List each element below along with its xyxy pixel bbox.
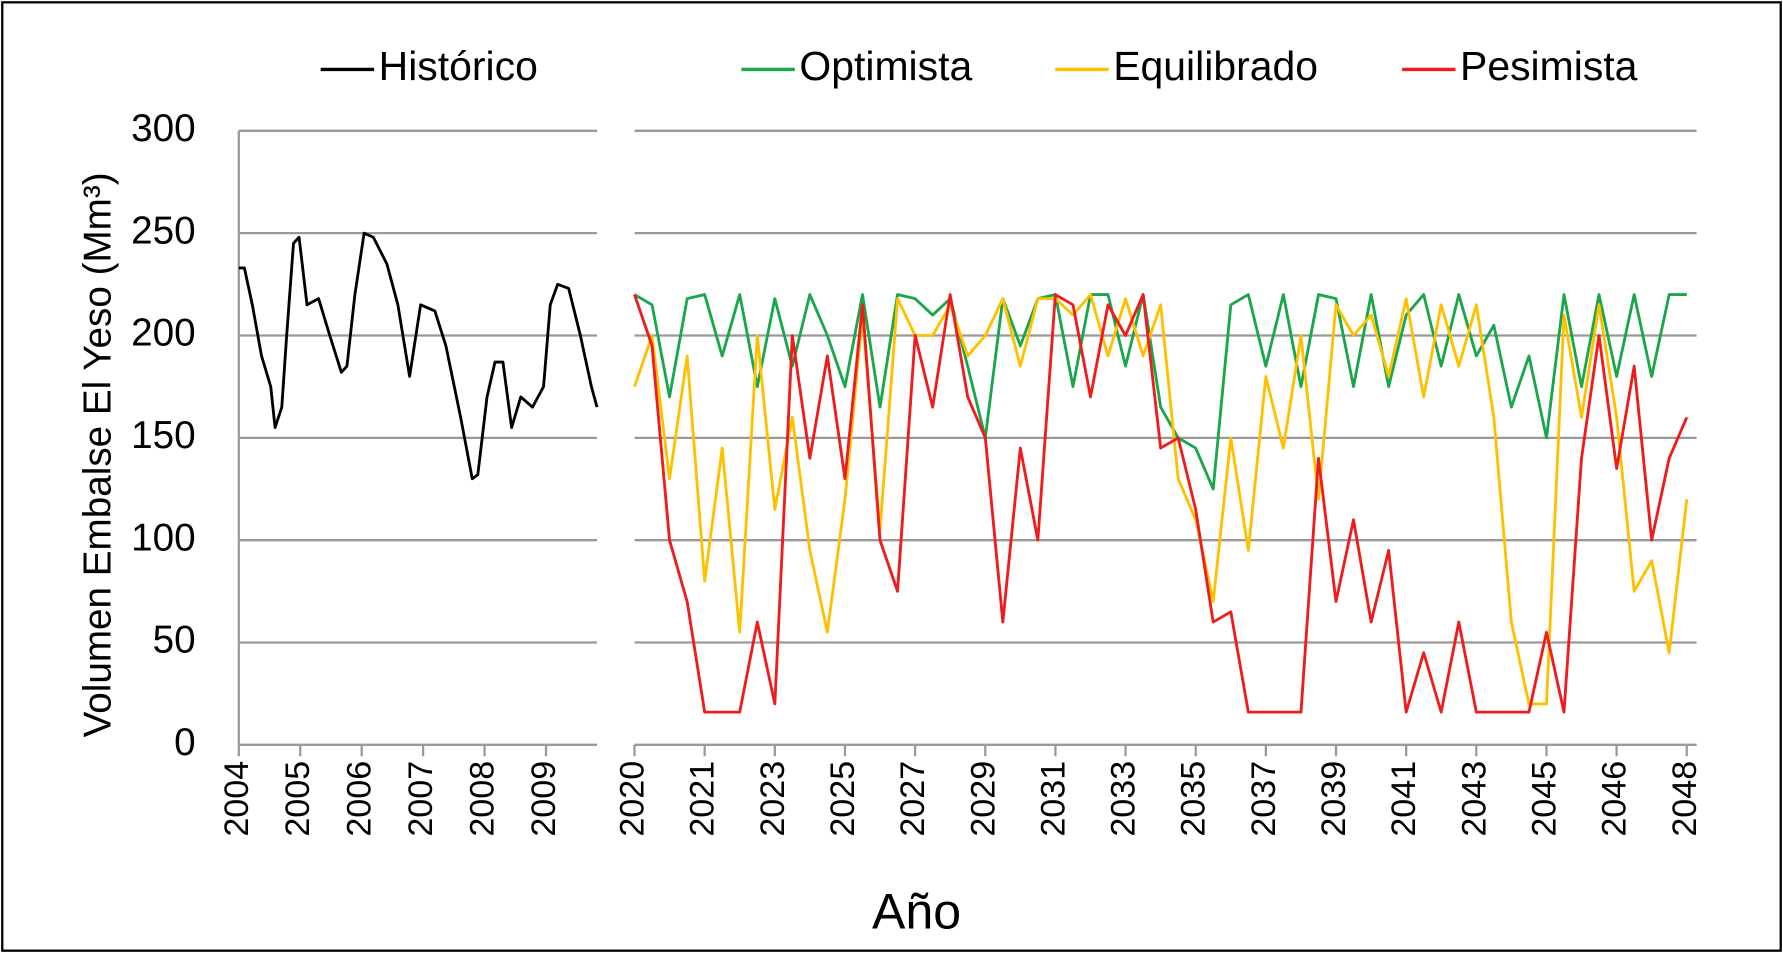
- y-tick-label: 50: [153, 619, 196, 662]
- y-axis-label: Volumen Embalse El Yeso (Mm³): [76, 172, 119, 737]
- series-line: [633, 293, 1689, 714]
- x-tick-label: 2023: [754, 761, 792, 837]
- y-tick-label: 200: [131, 312, 196, 355]
- x-tick-label: 2048: [1666, 761, 1704, 837]
- x-tick-label: 2021: [684, 761, 722, 837]
- y-tick-label: 0: [174, 721, 196, 764]
- x-tick-label: 2043: [1455, 761, 1493, 837]
- x-tick-label: 2007: [402, 761, 440, 837]
- x-tick-label: 2009: [525, 761, 563, 837]
- x-tick-label: 2033: [1105, 761, 1143, 837]
- legend-label: Equilibrado: [1113, 43, 1318, 89]
- x-tick-label: 2039: [1315, 761, 1353, 837]
- x-tick-label: 2006: [341, 761, 379, 837]
- x-tick-label: 2046: [1596, 761, 1634, 837]
- x-tick-label: 2031: [1034, 761, 1072, 837]
- y-tick-label: 250: [131, 209, 196, 252]
- x-tick-label: 2029: [964, 761, 1002, 837]
- x-tick-label: 2005: [279, 761, 317, 837]
- series-line: [238, 231, 599, 481]
- x-tick-label: 2008: [464, 761, 502, 837]
- x-tick-label: 2037: [1245, 761, 1283, 837]
- x-tick-label: 2045: [1525, 761, 1563, 837]
- x-tick-label: 2027: [894, 761, 932, 837]
- x-tick-label: 2020: [614, 761, 652, 837]
- x-tick-label: 2004: [218, 761, 256, 837]
- series-line: [633, 293, 1689, 706]
- y-tick-label: 150: [131, 414, 196, 457]
- y-tick-label: 300: [131, 107, 196, 150]
- x-tick-label: 2035: [1175, 761, 1213, 837]
- y-tick-label: 100: [131, 516, 196, 559]
- x-tick-label: 2025: [824, 761, 862, 837]
- legend-label: Histórico: [379, 43, 538, 89]
- legend-label: Pesimista: [1460, 43, 1638, 89]
- x-tick-label: 2041: [1385, 761, 1423, 837]
- legend-label: Optimista: [799, 43, 972, 89]
- x-axis-label: Año: [872, 884, 961, 940]
- series-line: [633, 293, 1687, 491]
